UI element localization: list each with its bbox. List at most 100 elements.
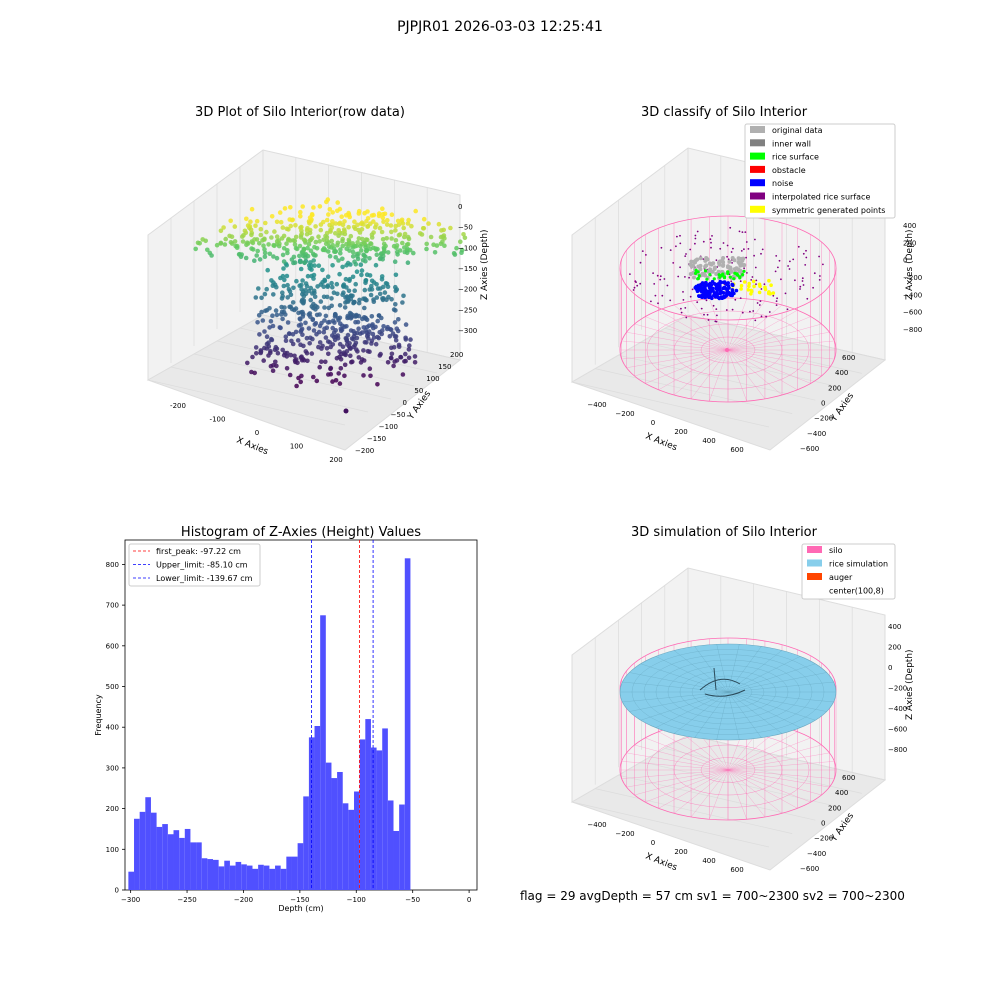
- interpolated-point: [684, 307, 687, 309]
- interpolated-point: [745, 256, 747, 259]
- silo-floor-spoke: [690, 349, 729, 399]
- data-point: [338, 328, 344, 334]
- data-point: [330, 210, 336, 215]
- data-point: [242, 228, 248, 234]
- panel2-zlabel: Z Axies (Depth): [905, 229, 915, 300]
- data-point: [398, 354, 403, 360]
- data-point: [285, 282, 290, 288]
- data-point: [403, 335, 408, 341]
- panel4-xtick: 600: [730, 866, 743, 874]
- panel1-ytick: 150: [438, 363, 451, 371]
- data-point: [311, 272, 317, 278]
- data-point: [296, 323, 302, 328]
- panel2-xtick: 200: [674, 428, 687, 436]
- original-point: [696, 264, 701, 269]
- original-point: [708, 267, 713, 272]
- gridline: [595, 368, 793, 414]
- interpolated-point: [679, 234, 681, 237]
- interpolated-point: [679, 242, 682, 245]
- interpolated-point: [711, 235, 713, 237]
- panel1-title: 3D Plot of Silo Interior(row data): [195, 105, 405, 120]
- panel4-ytick: −200: [814, 835, 833, 843]
- silo-floor-spoke: [727, 769, 798, 809]
- data-point: [257, 241, 262, 246]
- data-point: [338, 247, 343, 252]
- interpolated-point: [774, 270, 777, 273]
- rice-mesh-spoke: [622, 691, 729, 703]
- silo-floor-spoke: [634, 349, 729, 377]
- data-point: [384, 236, 390, 241]
- histogram-bar: [134, 818, 140, 890]
- data-point: [245, 360, 250, 366]
- interpolated-point: [745, 241, 748, 243]
- chart-ylabel: Frequency: [94, 694, 103, 736]
- panel1-ztick: −250: [458, 306, 477, 314]
- chart-xlabel: Depth (cm): [278, 904, 323, 913]
- data-point: [228, 218, 233, 224]
- y-tick-label: 300: [106, 764, 119, 772]
- data-point: [356, 236, 362, 241]
- data-point: [362, 287, 368, 293]
- data-point: [256, 313, 262, 318]
- data-point: [291, 254, 297, 260]
- data-point: [304, 231, 310, 237]
- silo-floor-spoke: [727, 316, 811, 351]
- interpolated-point: [706, 313, 709, 316]
- histogram-bar: [348, 809, 355, 890]
- data-point: [424, 241, 430, 247]
- silo-floor-spoke: [626, 349, 729, 368]
- data-point: [249, 239, 255, 244]
- data-point: [346, 241, 352, 246]
- noise-point: [703, 285, 707, 290]
- data-point: [340, 256, 345, 262]
- data-point: [328, 365, 334, 371]
- histogram-bar: [314, 725, 321, 890]
- silo-floor-spoke: [727, 769, 747, 820]
- interpolated-point: [784, 292, 787, 295]
- interpolated-point: [641, 250, 644, 253]
- interpolated-point: [801, 277, 804, 280]
- data-point: [268, 319, 274, 324]
- data-point: [370, 331, 376, 337]
- panel4-ytick: 200: [828, 804, 841, 812]
- interpolated-point: [738, 230, 741, 233]
- data-point: [312, 294, 318, 300]
- rice-mesh-spoke: [727, 691, 834, 703]
- data-point: [352, 288, 358, 294]
- original-point: [740, 258, 745, 263]
- data-point: [397, 248, 403, 253]
- data-point: [344, 263, 349, 268]
- histogram-bar: [280, 868, 287, 890]
- interpolated-point: [729, 226, 732, 229]
- interpolated-point: [685, 316, 688, 319]
- data-point: [270, 368, 276, 374]
- data-point: [375, 334, 380, 340]
- data-point: [269, 235, 274, 240]
- data-point: [369, 314, 375, 319]
- data-point: [331, 318, 336, 324]
- data-point: [298, 379, 304, 385]
- data-point: [442, 243, 447, 248]
- data-point: [241, 233, 246, 238]
- panel-simulation-3d: 3D simulation of Silo Interior −400 −200 0…: [570, 525, 915, 874]
- data-point: [311, 374, 316, 380]
- data-point: [278, 325, 283, 331]
- histogram-bar: [218, 866, 225, 890]
- data-point: [392, 359, 398, 364]
- panel4-ytick: 600: [842, 774, 855, 782]
- interpolated-point: [675, 245, 677, 248]
- data-point: [267, 251, 273, 257]
- legend-label: noise: [772, 179, 793, 188]
- interpolated-point: [755, 279, 758, 282]
- panel2-ticks: −400−20002004006006004002000−200−400−600…: [587, 222, 922, 454]
- noise-point: [707, 291, 711, 296]
- data-point: [406, 347, 412, 352]
- data-point: [285, 295, 291, 300]
- data-point: [364, 324, 370, 330]
- panel-classify-3d: 3D classify of Silo Interior −400−200020…: [570, 105, 922, 454]
- data-point: [282, 305, 287, 310]
- data-point: [385, 218, 390, 223]
- y-tick-label: 100: [106, 846, 119, 854]
- data-point: [318, 227, 324, 233]
